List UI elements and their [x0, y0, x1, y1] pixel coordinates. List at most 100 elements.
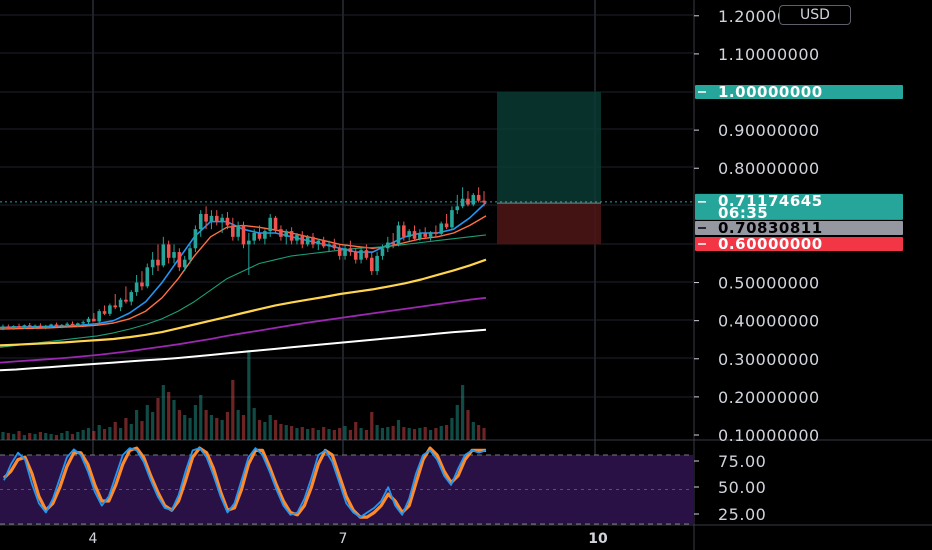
volume-bar	[455, 405, 459, 440]
volume-bar	[65, 431, 69, 440]
candle-body	[434, 232, 438, 234]
candle-body	[81, 322, 85, 324]
candle-body	[444, 223, 449, 228]
price-axis[interactable]: 1.200000001.100000000.900000000.80000000…	[694, 7, 820, 445]
candle-body	[476, 194, 481, 201]
volume-bar	[54, 435, 59, 440]
moving-average-lines	[0, 201, 487, 372]
candle-body	[305, 236, 310, 245]
volume-bar	[295, 428, 299, 440]
candle-body	[369, 257, 374, 272]
price-tags: 1.00000000 0.7117464506:350.708308110.600…	[695, 83, 903, 253]
stochastic-rsi-pane[interactable]	[0, 446, 693, 525]
volume-bar	[60, 433, 64, 440]
candle-body	[140, 282, 144, 287]
candle-body	[156, 259, 160, 266]
volume-bar	[97, 425, 101, 440]
volume-bar	[135, 410, 139, 440]
stoch-axis[interactable]: 75.00 50.00 25.00	[694, 452, 766, 524]
candle-body	[214, 215, 219, 222]
volume-bar	[450, 418, 454, 440]
candle-body	[252, 233, 256, 241]
volume-bar	[161, 385, 165, 440]
candle-body	[391, 242, 395, 245]
candle-body	[65, 323, 69, 325]
volume-bar	[375, 425, 379, 440]
candle-body	[182, 259, 187, 268]
volume-bar	[38, 432, 43, 440]
price-tick-label: 0.40000000	[718, 312, 820, 331]
candle-body	[97, 311, 101, 322]
price-tick-label: 1.10000000	[718, 45, 820, 64]
candle-body	[337, 248, 342, 256]
price-tag-label: 0.71174645	[718, 192, 823, 210]
candle-body	[396, 225, 401, 245]
volume-bar	[129, 424, 133, 440]
candle-body	[86, 318, 91, 323]
volume-bar	[76, 432, 80, 440]
candle-body	[343, 248, 347, 256]
volume-bar	[241, 415, 246, 440]
price-tick-label: 0.30000000	[718, 350, 820, 369]
candle-body	[129, 292, 134, 302]
candle-body	[38, 325, 43, 328]
volume-bar	[386, 427, 390, 440]
volume-bar	[466, 410, 470, 440]
volume-bar	[311, 428, 315, 440]
price-tag-label: 0.60000000	[718, 235, 823, 253]
volume-bar	[423, 427, 427, 440]
volume-bar	[108, 427, 112, 440]
volume-bar	[402, 427, 406, 440]
stoch-tick-label: 50.00	[718, 478, 766, 497]
volume-bar	[273, 420, 278, 440]
candle-body	[145, 267, 150, 287]
candle-body	[118, 299, 123, 308]
volume-bar	[70, 434, 75, 440]
candle-body	[418, 233, 422, 239]
volume-bar	[145, 405, 149, 440]
volume-bars	[1, 350, 486, 440]
candle-body	[450, 210, 454, 228]
candle-body	[1, 326, 5, 329]
volume-bar	[412, 429, 417, 440]
volume-bar	[215, 418, 219, 440]
date-axis[interactable]: 4 7 10	[89, 531, 608, 547]
ema-line	[0, 296, 487, 364]
volume-bar	[12, 434, 16, 440]
candle-body	[241, 225, 246, 245]
candle-body	[460, 198, 465, 207]
volume-bar	[124, 418, 128, 440]
volume-bar	[354, 422, 358, 440]
stoch-tick-label: 75.00	[718, 452, 766, 471]
currency-selector-button[interactable]: USD	[779, 5, 851, 25]
long-position-tool[interactable]	[497, 92, 601, 245]
candle-body	[423, 233, 428, 237]
candle-body	[247, 240, 251, 245]
candle-body	[284, 231, 289, 237]
volume-bar	[252, 408, 256, 440]
candle-body	[161, 244, 166, 266]
candle-body	[150, 259, 155, 268]
volume-bar	[225, 412, 230, 440]
volume-bar	[220, 420, 224, 440]
price-tag-label: 1.00000000	[718, 83, 823, 101]
volume-bar	[327, 429, 331, 440]
volume-bar	[444, 425, 449, 440]
volume-bar	[33, 434, 37, 440]
volume-bar	[17, 431, 21, 440]
volume-bar	[140, 421, 144, 440]
price-tag-box	[695, 237, 903, 251]
loss-zone	[497, 203, 601, 245]
candle-body	[273, 217, 278, 230]
price-tag-box	[695, 221, 903, 235]
volume-bar	[348, 430, 352, 440]
candle-body	[332, 244, 337, 249]
candle-body	[17, 326, 21, 328]
candle-body	[439, 223, 444, 234]
volume-bar	[199, 395, 203, 440]
candle-body	[49, 324, 53, 327]
candle-body	[364, 250, 369, 258]
volume-bar	[268, 415, 272, 440]
candlestick-series[interactable]	[1, 187, 486, 331]
